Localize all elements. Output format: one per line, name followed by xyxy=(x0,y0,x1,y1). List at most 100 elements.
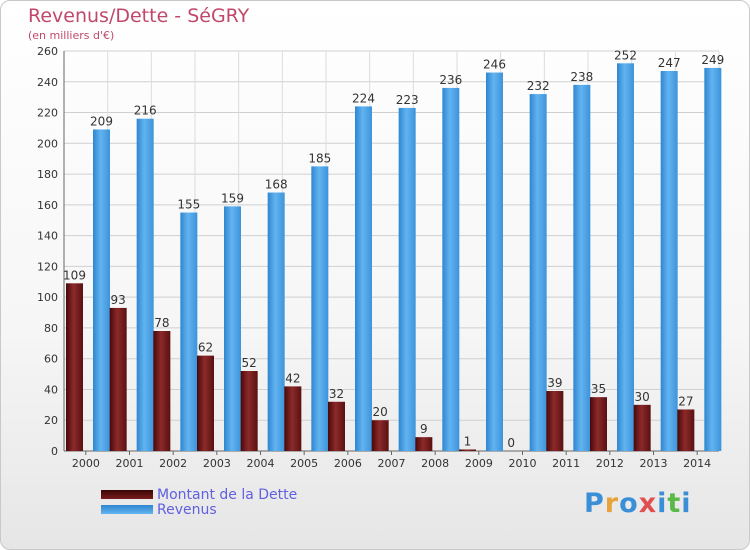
bar-revenue xyxy=(311,166,329,451)
x-tick-label: 2008 xyxy=(421,457,449,470)
bar-revenue xyxy=(704,67,722,451)
bar-revenue xyxy=(660,71,678,451)
logo-letter: r xyxy=(604,488,620,519)
bar-debt xyxy=(546,391,564,451)
legend-label-debt: Montant de la Dette xyxy=(157,486,298,503)
x-tick-label: 2004 xyxy=(247,457,275,470)
bar-revenue xyxy=(486,72,503,452)
data-label-debt: 9 xyxy=(420,422,428,436)
data-label-debt: 109 xyxy=(63,268,86,282)
y-tick-label: 100 xyxy=(37,291,58,304)
data-label-debt: 35 xyxy=(591,382,606,396)
y-tick-label: 180 xyxy=(37,168,58,181)
data-label-revenue: 155 xyxy=(177,198,200,212)
chart-subtitle: (en milliers d'€) xyxy=(28,29,115,42)
logo-letter: P xyxy=(584,488,605,519)
y-tick-label: 160 xyxy=(37,199,58,212)
y-tick-label: 0 xyxy=(51,445,58,458)
x-tick-label: 2005 xyxy=(290,457,318,470)
logo-letter: o xyxy=(619,488,639,519)
data-label-debt: 20 xyxy=(373,405,388,419)
bar-debt xyxy=(284,386,302,451)
x-tick-label: 2006 xyxy=(334,457,362,470)
y-tick-label: 120 xyxy=(37,260,58,273)
legend-item-revenue: Revenus xyxy=(101,501,297,518)
data-label-revenue: 168 xyxy=(265,178,288,192)
data-label-revenue: 238 xyxy=(570,70,593,84)
bar-debt xyxy=(415,437,433,451)
bar-revenue xyxy=(267,192,285,452)
data-label-revenue: 247 xyxy=(658,56,681,70)
bar-debt xyxy=(328,401,345,451)
bar-debt xyxy=(66,283,83,451)
bar-revenue xyxy=(136,118,154,451)
legend-swatch-revenue xyxy=(101,505,153,514)
data-label-debt: 39 xyxy=(547,376,562,390)
data-label-debt: 1 xyxy=(464,434,472,448)
y-tick-label: 200 xyxy=(37,137,58,150)
data-label-debt: 52 xyxy=(242,356,257,370)
x-tick-label: 2002 xyxy=(159,457,187,470)
data-label-debt: 32 xyxy=(329,387,344,401)
bar-revenue xyxy=(442,87,460,451)
x-tick-label: 2007 xyxy=(378,457,406,470)
x-tick-label: 2010 xyxy=(509,457,537,470)
bar-revenue xyxy=(573,84,591,451)
bar-revenue xyxy=(355,106,372,451)
data-label-debt: 0 xyxy=(507,436,515,450)
data-label-revenue: 159 xyxy=(221,191,244,205)
data-label-debt: 30 xyxy=(635,390,650,404)
proxiti-logo: Proxiti xyxy=(584,488,692,519)
legend-label-revenue: Revenus xyxy=(157,501,217,518)
data-label-revenue: 209 xyxy=(90,114,113,128)
data-label-revenue: 252 xyxy=(614,48,637,62)
data-label-debt: 27 xyxy=(678,394,693,408)
bar-debt xyxy=(197,355,214,451)
x-tick-label: 2013 xyxy=(640,457,668,470)
bar-revenue xyxy=(93,129,110,451)
bar-revenue xyxy=(180,212,198,451)
data-label-revenue: 249 xyxy=(701,53,724,67)
logo-letter: i xyxy=(657,488,668,519)
bar-revenue xyxy=(529,94,547,452)
bar-debt xyxy=(371,420,389,451)
bar-revenue xyxy=(398,107,416,451)
y-tick-label: 220 xyxy=(37,107,58,120)
y-tick-label: 20 xyxy=(44,414,58,427)
bar-debt xyxy=(677,409,695,451)
x-tick-label: 2014 xyxy=(683,457,711,470)
data-label-revenue: 232 xyxy=(527,79,550,93)
data-label-debt: 42 xyxy=(285,371,300,385)
legend: Montant de la Dette Revenus xyxy=(101,486,298,518)
data-label-revenue: 216 xyxy=(134,104,157,118)
bar-debt xyxy=(153,331,171,451)
bar-debt xyxy=(240,371,258,451)
y-tick-label: 60 xyxy=(44,353,58,366)
bar-debt xyxy=(633,404,651,451)
data-label-debt: 62 xyxy=(198,341,213,355)
x-tick-label: 2012 xyxy=(596,457,624,470)
data-label-revenue: 236 xyxy=(439,73,462,87)
bar-debt xyxy=(109,307,127,451)
data-label-revenue: 185 xyxy=(308,151,331,165)
y-tick-label: 240 xyxy=(37,76,58,89)
legend-item-debt: Montant de la Dette xyxy=(101,486,298,503)
bar-revenue xyxy=(224,206,241,451)
bar-revenue xyxy=(617,63,634,452)
y-tick-label: 260 xyxy=(37,45,58,58)
logo-letter: i xyxy=(681,488,692,519)
data-label-revenue: 246 xyxy=(483,58,506,72)
bar-debt xyxy=(459,449,476,451)
bar-debt xyxy=(590,397,607,451)
x-tick-label: 2000 xyxy=(72,457,100,470)
x-tick-label: 2001 xyxy=(116,457,144,470)
y-tick-label: 140 xyxy=(37,230,58,243)
data-label-revenue: 223 xyxy=(396,93,419,107)
data-label-debt: 78 xyxy=(154,316,169,330)
logo-letter: x xyxy=(638,488,658,519)
data-label-revenue: 224 xyxy=(352,91,375,105)
y-tick-label: 80 xyxy=(44,322,58,335)
data-label-debt: 93 xyxy=(111,293,126,307)
